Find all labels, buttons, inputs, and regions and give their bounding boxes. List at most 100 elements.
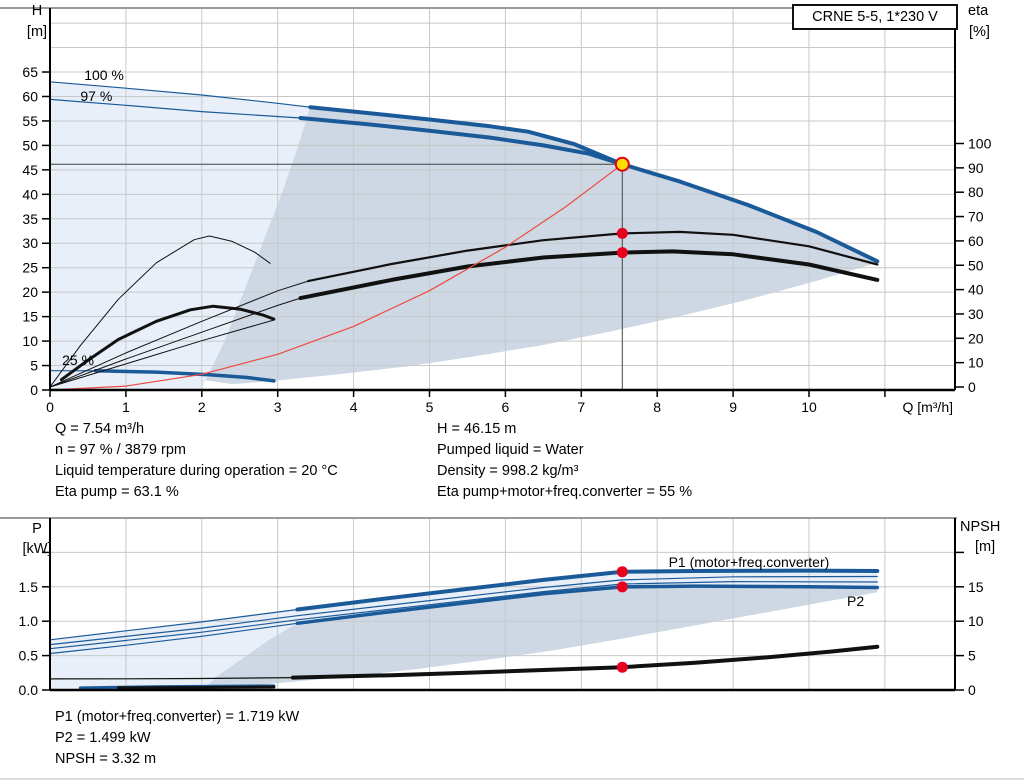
p-band-edge-3 (50, 580, 878, 650)
label-97pct: 97 % (80, 88, 112, 104)
x-axis-unit-label: Q [m³/h] (902, 399, 953, 415)
info-line: P2 = 1.499 kW (55, 730, 151, 746)
info-line: P1 (motor+freq.converter) = 1.719 kW (55, 709, 300, 725)
right-tick-label: 100 (968, 136, 992, 152)
right-tick-label: 40 (968, 282, 984, 298)
x-tick-label: 7 (577, 399, 585, 415)
right-tick-label: 90 (968, 160, 984, 176)
eta-axis-unit: [%] (969, 24, 990, 40)
h-axis-unit: [m] (26, 24, 48, 40)
left-tick-label: 0.5 (19, 648, 39, 664)
right-tick-label: 80 (968, 184, 984, 200)
x-tick-label: 0 (46, 399, 54, 415)
eta-pump-curve-thin (50, 280, 309, 388)
x-tick-label: 9 (729, 399, 737, 415)
left-tick-label: 0 (30, 382, 38, 398)
envelope-light (50, 81, 311, 390)
h-curve-100pct-thick (308, 105, 625, 167)
left-tick-label: 40 (22, 186, 38, 202)
left-tick-label: 30 (22, 235, 38, 251)
x-tick-label: 5 (426, 399, 434, 415)
p1-curve-thick (295, 568, 880, 612)
right-tick-label: 20 (968, 330, 984, 346)
left-tick-label: 5 (30, 358, 38, 374)
h-curve-100pct-thin (50, 81, 311, 108)
left-tick-label: 65 (22, 64, 38, 80)
right-tick-label: 30 (968, 306, 984, 322)
eta-fan-line (50, 319, 275, 388)
x-tick-label: 4 (350, 399, 358, 415)
info-line: Eta pump = 63.1 % (55, 484, 179, 500)
power-npsh-chart-plot (50, 518, 955, 690)
label-p2: P2 (847, 593, 864, 609)
left-tick-label: 45 (22, 162, 38, 178)
left-tick-label: 15 (22, 309, 38, 325)
info-line: n = 97 % / 3879 rpm (55, 442, 186, 458)
label-100pct: 100 % (84, 67, 124, 83)
duty-point[interactable] (614, 156, 630, 172)
eta-total-curve-thin (50, 297, 301, 388)
left-tick-label: 35 (22, 211, 38, 227)
info-line: Pumped liquid = Water (437, 442, 584, 458)
right-tick-label: 60 (968, 233, 984, 249)
right-tick-label: 5 (968, 648, 976, 664)
right-tick-label: 10 (968, 355, 984, 371)
p-axis-unit: [kW] (22, 541, 52, 557)
info-line: NPSH = 3.32 m (55, 751, 157, 767)
npsh-curve-thin (50, 676, 294, 680)
label-25pct: 25 % (62, 352, 94, 368)
info-line: H = 46.15 m (437, 421, 517, 437)
info-line: Density = 998.2 kg/m³ (437, 463, 579, 479)
h-curve-25pct-thick (93, 369, 276, 383)
p-band-edge-2 (50, 575, 878, 646)
duty-info-left: Q = 7.54 m³/h n = 97 % / 3879 rpm Liquid t… (55, 419, 338, 503)
right-tick-label: 50 (968, 257, 984, 273)
x-tick-label: 3 (274, 399, 282, 415)
left-tick-label: 1.5 (19, 579, 39, 595)
right-tick-label: 15 (968, 579, 984, 595)
h-curve-max-boundary (620, 162, 880, 264)
p1-curve-thin (50, 608, 298, 641)
x-tick-label: 2 (198, 399, 206, 415)
npsh-dot (616, 661, 628, 673)
right-tick-label: 0 (968, 682, 976, 698)
system-curve (50, 163, 623, 390)
eta-axis-title: eta (968, 3, 989, 19)
p1-dot (616, 566, 628, 578)
power-band-dark (201, 586, 878, 690)
x-tick-label: 8 (653, 399, 661, 415)
left-tick-label: 25 (22, 260, 38, 276)
h-curve-97pct-thin (50, 98, 302, 119)
label-p1: P1 (motor+freq.converter) (669, 554, 830, 570)
npsh-axis-title: NPSH (960, 519, 1001, 535)
qh-eta-chart-plot (50, 8, 955, 390)
eta-pump-dot (616, 227, 628, 239)
power-info-block: P1 (motor+freq.converter) = 1.719 kW P2 =… (55, 707, 299, 770)
info-line: Q = 7.54 m³/h (55, 421, 145, 437)
npsh-axis-unit: [m] (975, 539, 996, 555)
eta-total-dot (616, 247, 628, 259)
h-axis-title: H (31, 3, 43, 19)
p2-curve-thin (50, 622, 298, 655)
p2-curve-thick (295, 584, 880, 626)
left-tick-label: 20 (22, 284, 38, 300)
pump-title-box: CRNE 5-5, 1*230 V (792, 4, 958, 30)
info-line: Eta pump+motor+freq.converter = 55 % (437, 484, 693, 500)
x-tick-label: 1 (122, 399, 130, 415)
eta-arc-reduced-speed (50, 235, 271, 388)
info-line: Liquid temperature during operation = 20… (55, 463, 338, 479)
p2-dot (616, 581, 628, 593)
duty-range-dark (205, 107, 878, 385)
right-tick-label: 0 (968, 379, 976, 395)
left-tick-label: 55 (22, 113, 38, 129)
duty-info-right: H = 46.15 m Pumped liquid = Water Density … (437, 419, 692, 503)
right-tick-label: 10 (968, 613, 984, 629)
right-tick-label: 70 (968, 209, 984, 225)
x-tick-label: 10 (801, 399, 817, 415)
left-tick-label: 1.0 (19, 613, 39, 629)
left-tick-label: 10 (22, 333, 38, 349)
eta-arc-25pct (59, 304, 276, 382)
x-tick-label: 6 (502, 399, 510, 415)
